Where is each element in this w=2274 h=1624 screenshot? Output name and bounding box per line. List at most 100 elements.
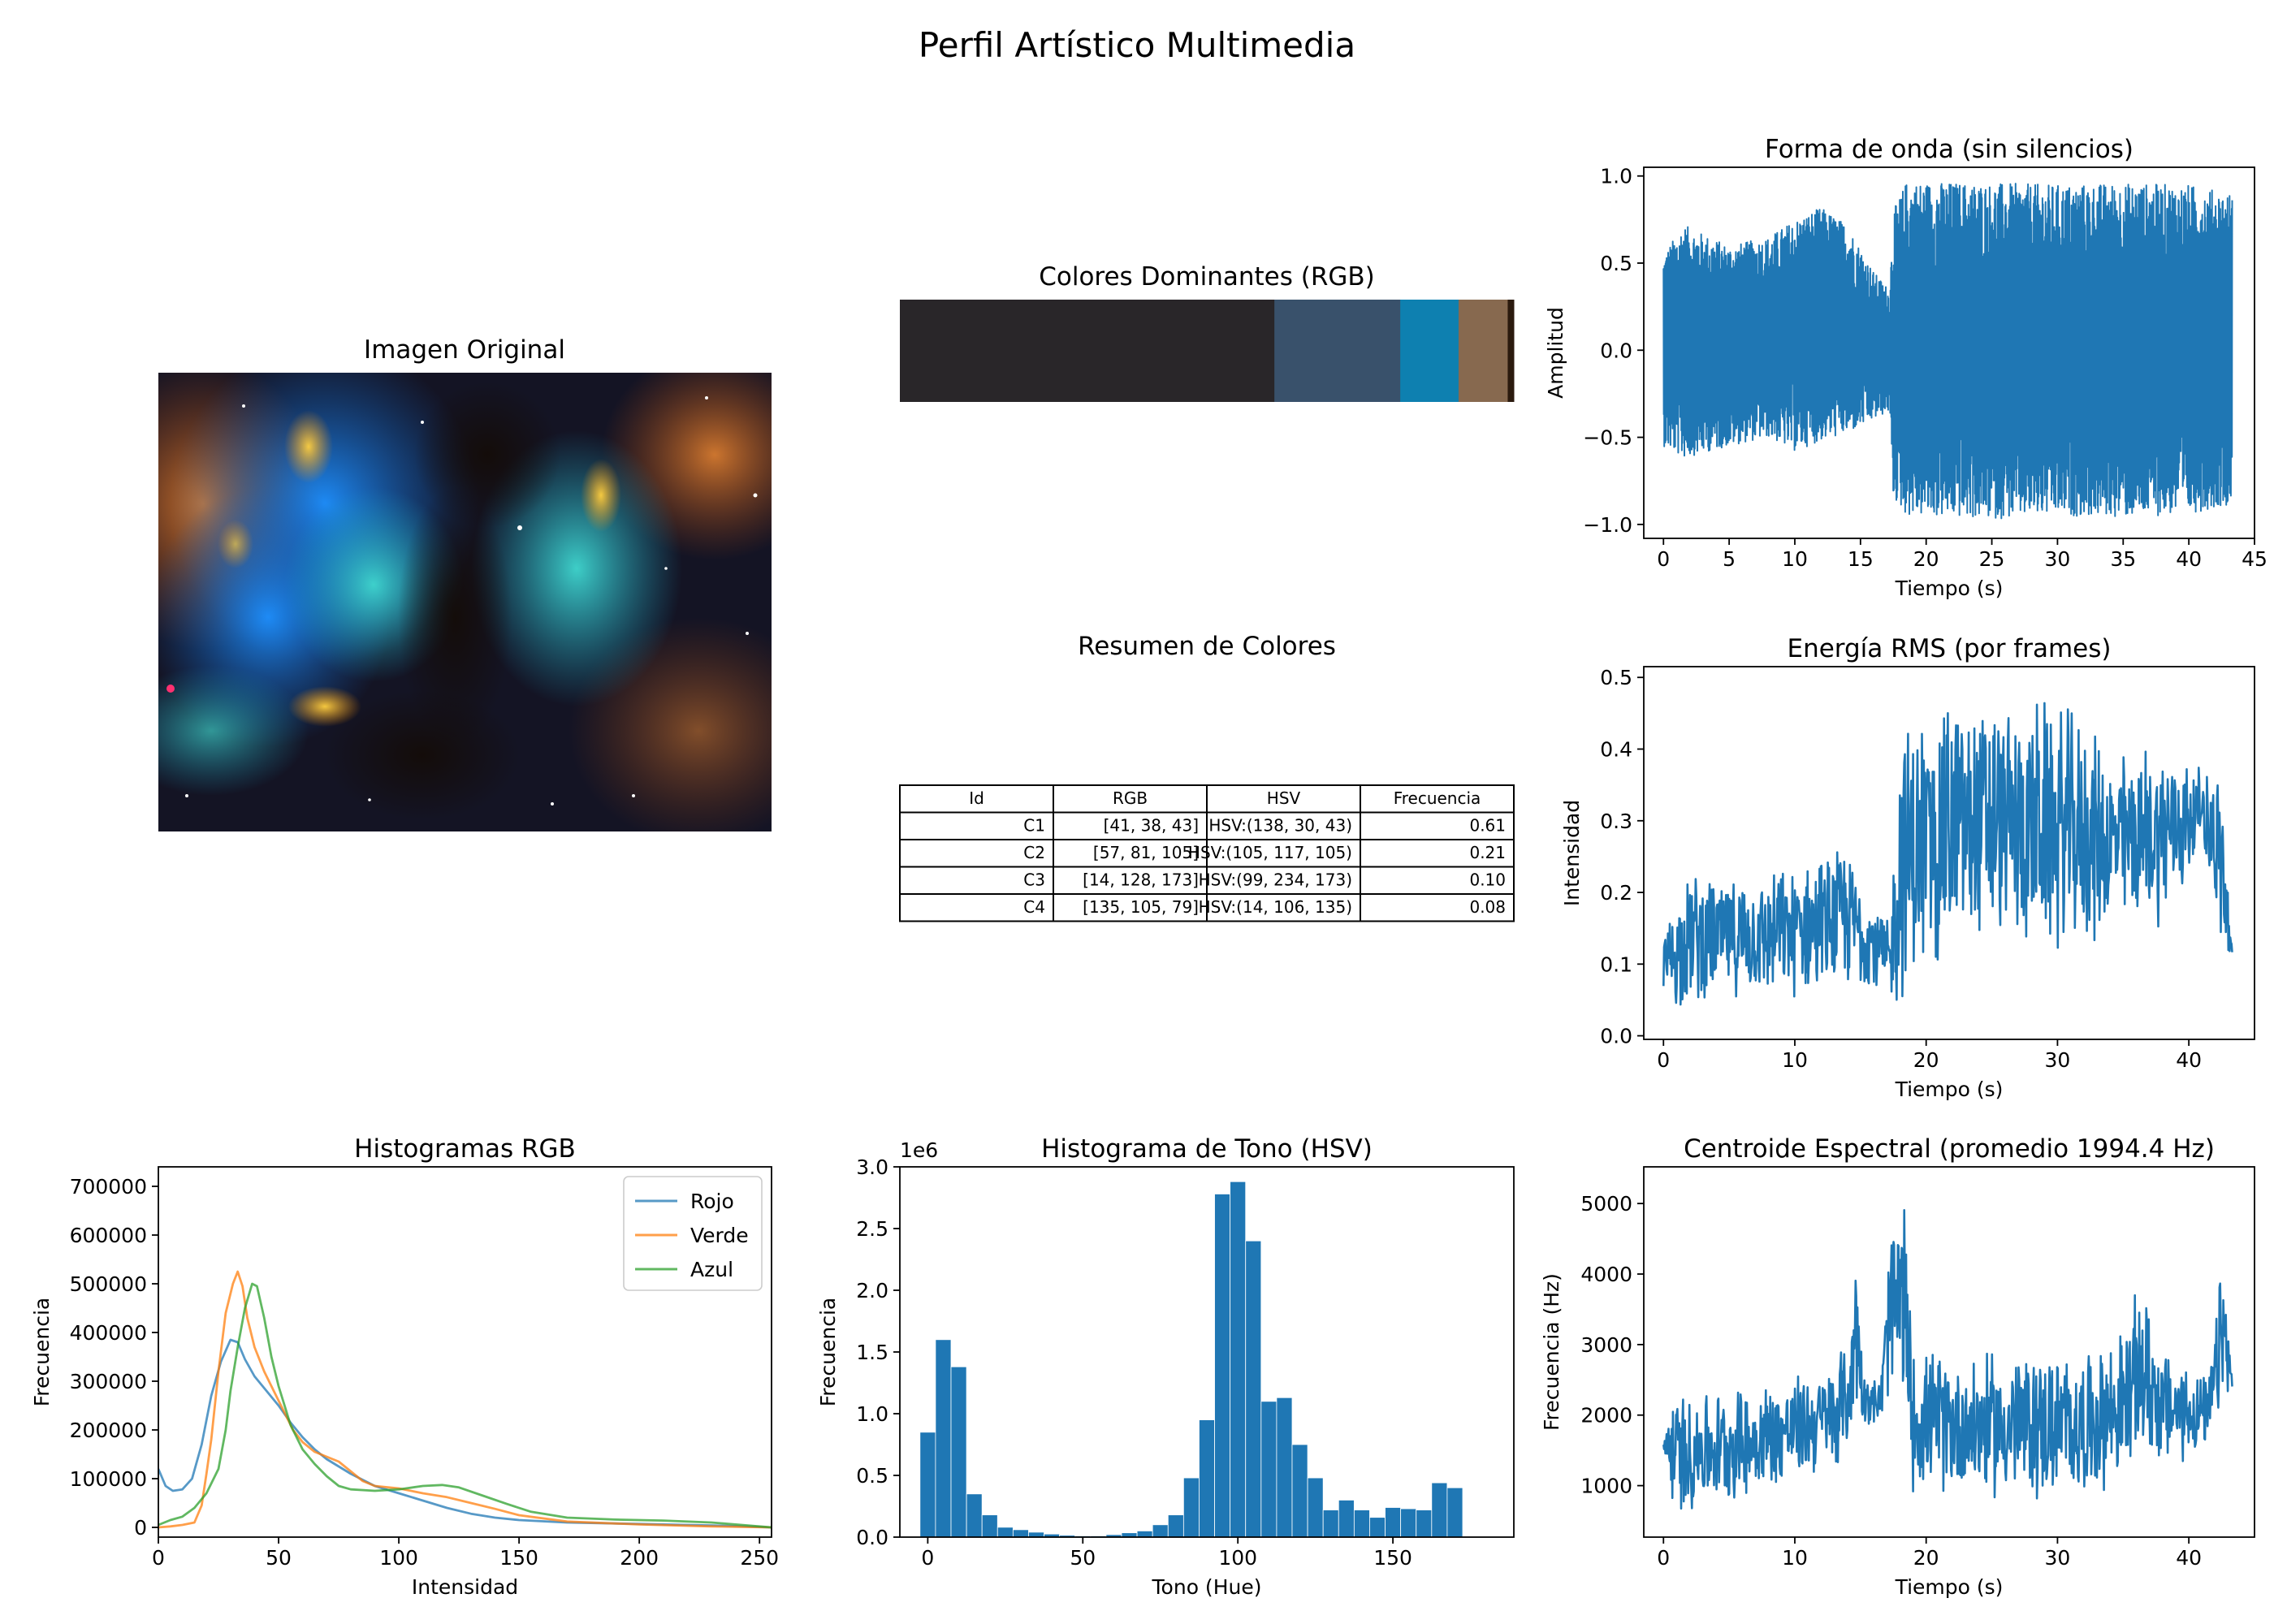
plot-area [1662,1209,2233,1510]
color-summary-title: Resumen de Colores [1078,632,1336,661]
table-cell [1206,893,1361,922]
hue-bar [1338,1500,1355,1537]
hue-bar [1400,1508,1417,1537]
table-header: HSV [1267,788,1301,808]
x-tick-label: 15 [1848,547,1874,571]
table-cell [1053,784,1208,814]
x-tick-label: 5 [1723,547,1736,571]
x-tick-label: 35 [2110,547,2136,571]
hue-bar [1431,1482,1448,1537]
hue-bar [1012,1529,1029,1537]
y-axis-label: Frecuencia [816,1298,840,1407]
y-axis-label: Intensidad [1560,800,1584,906]
x-axis-label: Tiempo (s) [1895,1575,2004,1599]
table-cell [1053,893,1208,922]
table-cell [1360,839,1515,868]
plot-area [1662,183,2233,520]
chart-title: Histogramas RGB [354,1134,576,1164]
y-tick-label: 1.0 [856,1402,888,1426]
hue-bar [1152,1524,1169,1537]
x-tick-label: 10 [1782,1048,1808,1072]
table-value: [57, 81, 105] [1093,843,1199,862]
legend-label: Azul [690,1258,733,1281]
series-line-rojo [158,1338,772,1529]
chart-title: Forma de onda (sin silencios) [1765,135,2133,164]
table-cell [1360,893,1515,922]
x-tick-label: 100 [379,1546,418,1570]
hue-bar [1245,1240,1262,1537]
y-tick-label: −0.5 [1583,426,1632,450]
hue-bar [1416,1510,1433,1537]
table-cell [1360,866,1515,895]
chart-title: Centroide Espectral (promedio 1994.4 Hz) [1684,1134,2215,1164]
hue-bar [1214,1194,1231,1537]
figure-title: Perfil Artístico Multimedia [919,25,1355,65]
table-value: 0.10 [1469,870,1506,890]
legend-label: Rojo [690,1190,734,1213]
y-tick-label: 2.5 [856,1217,888,1241]
table-value: HSV:(14, 106, 135) [1199,897,1352,917]
y-axis-label: Frecuencia [30,1298,54,1407]
hue-bar [1322,1510,1339,1537]
y-axis-label: Frecuencia (Hz) [1540,1273,1563,1431]
y-tick-label: 4000 [1580,1263,1632,1286]
x-axis-label: Intensidad [412,1575,518,1599]
series-line [1662,183,2233,520]
y-tick-label: 0.4 [1600,738,1632,762]
image-panel-title: Imagen Original [364,335,565,365]
legend: Rojo Verde Azul [623,1176,763,1291]
table-cell [1360,811,1515,840]
y-tick-label: 0.0 [1600,1025,1632,1048]
x-tick-label: 25 [1979,547,2005,571]
y-tick-label: 300000 [70,1370,147,1393]
color-swatch [1400,300,1459,402]
series-line-azul [158,1282,772,1529]
x-tick-label: 20 [1913,1048,1939,1072]
x-axis-label: Tiempo (s) [1895,577,2004,600]
spectral-centroid-chart: Centroide Espectral (promedio 1994.4 Hz)… [1540,1134,2255,1599]
x-tick-label: 100 [1218,1546,1257,1570]
table-header: Frecuencia [1394,788,1481,808]
x-tick-label: 45 [2242,547,2268,571]
x-tick-label: 150 [499,1546,538,1570]
hue-bar [935,1339,952,1537]
x-tick-label: 20 [1913,547,1939,571]
y-tick-label: 0.5 [856,1464,888,1488]
y-axis-label: Amplitud [1544,307,1567,399]
y-tick-label: 100000 [70,1467,147,1491]
y-tick-label: 0.1 [1600,952,1632,976]
table-value: 0.21 [1469,843,1506,862]
hue-bar [996,1527,1014,1537]
legend-box [623,1176,763,1291]
x-axis-label: Tono (Hue) [1152,1575,1262,1599]
y-tick-label: 5000 [1580,1192,1632,1216]
series-line [1662,1209,2233,1510]
x-tick-label: 0 [921,1546,934,1570]
x-tick-label: 0 [1657,547,1670,571]
table-value: [135, 105, 79] [1083,897,1199,917]
hue-bar [1369,1517,1386,1537]
hue-bar [1167,1514,1184,1537]
hue-bar [1385,1507,1402,1537]
table-value: C1 [1023,816,1045,836]
y-tick-label: 600000 [70,1224,147,1247]
table-value: C2 [1023,843,1045,862]
legend-label: Verde [690,1224,749,1247]
hue-bar [1353,1510,1370,1537]
y-tick-label: −1.0 [1583,513,1632,537]
y-tick-label: 3.0 [856,1155,888,1179]
table-value: C4 [1023,897,1045,917]
table-value: HSV:(99, 234, 173) [1199,870,1352,890]
y-tick-label: 0.0 [1600,339,1632,362]
y-tick-label: 700000 [70,1175,147,1199]
table-value: HSV:(138, 30, 43) [1208,816,1352,836]
hue-bar [981,1514,998,1537]
y-tick-label: 0.2 [1600,881,1632,905]
rgb-histogram-chart: Histogramas RGB 0 50 100 150 200 250 0 100000 200… [30,1134,779,1599]
y-tick-label: 0 [134,1516,147,1540]
dominant-colors-bar [900,300,1515,402]
x-tick-label: 0 [1657,1048,1670,1072]
x-tick-label: 20 [1913,1546,1939,1570]
table-value: [14, 128, 173] [1083,870,1199,890]
